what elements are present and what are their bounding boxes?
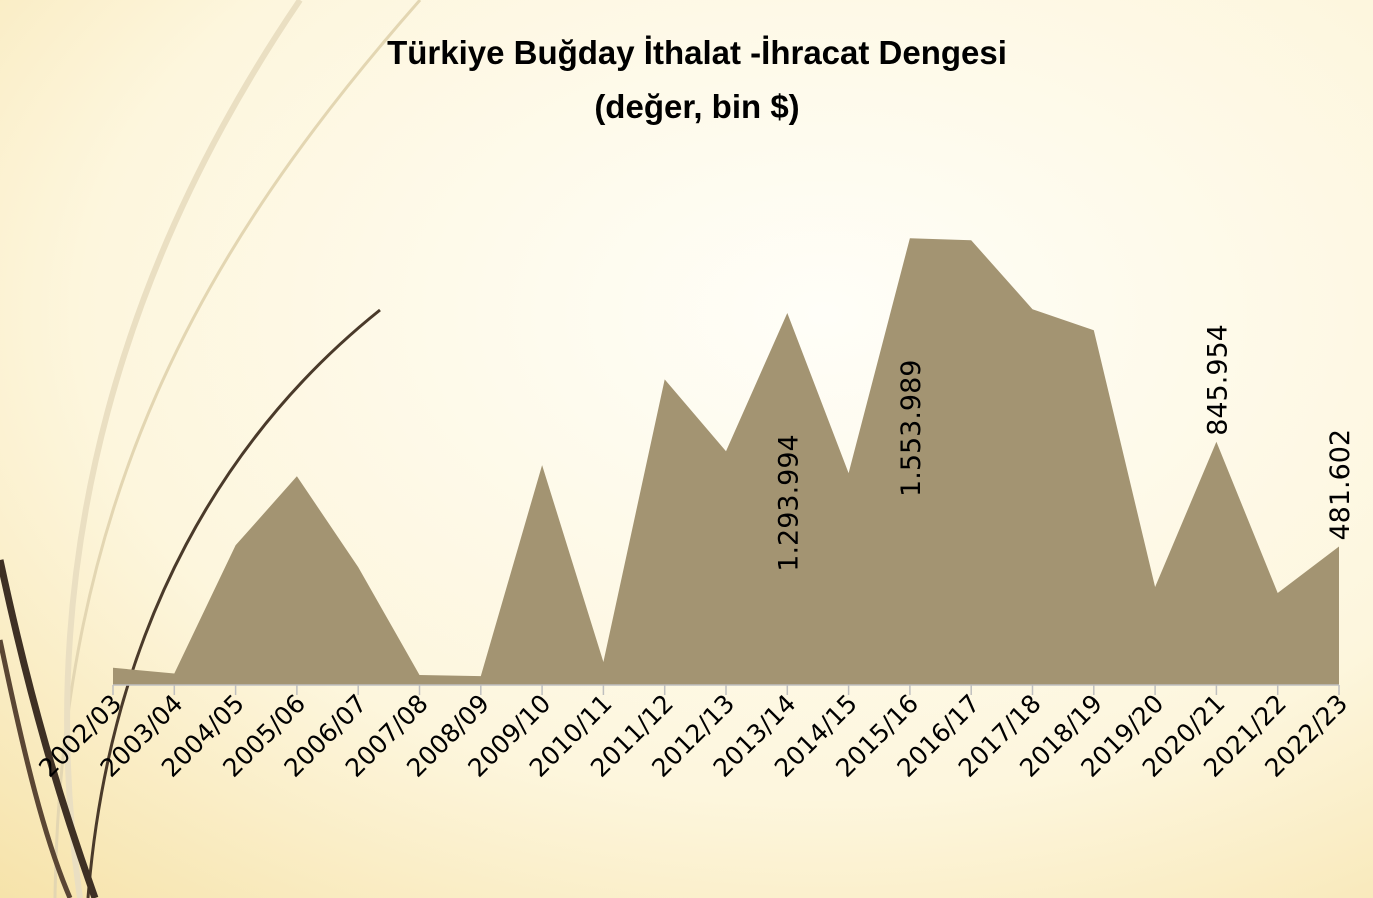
decor-curve [0,639,73,898]
chart-subtitle: (değer, bin $) [594,88,799,125]
area [113,238,1339,686]
data-label: 845.954 [1202,324,1233,436]
chart-title: Türkiye Buğday İthalat -İhracat Dengesi [387,34,1007,71]
decor-curve [64,0,303,898]
data-label: 1.553.989 [896,360,927,497]
decor-curve [86,308,381,898]
decor-curve [0,559,99,898]
data-label: 481.602 [1325,429,1356,541]
data-label: 1.293.994 [773,434,804,571]
